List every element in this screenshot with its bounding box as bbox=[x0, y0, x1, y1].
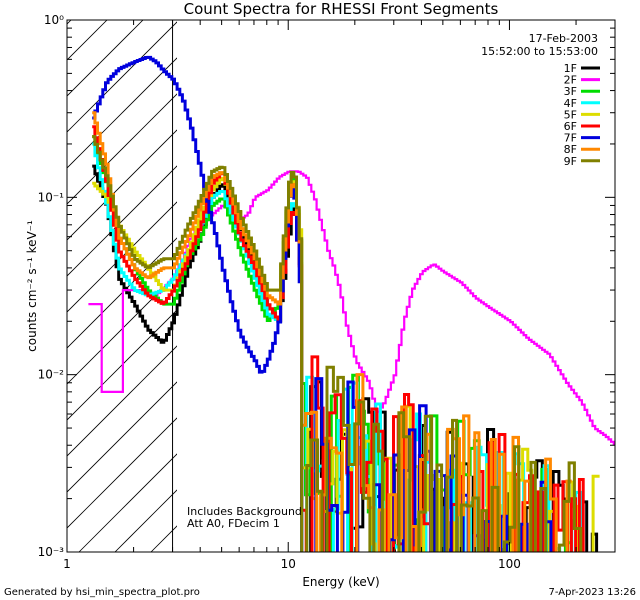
legend-label-9f: 9F bbox=[564, 155, 577, 168]
legend-label-7f: 7F bbox=[564, 132, 577, 145]
note-line-1: Includes Background bbox=[187, 505, 302, 518]
hatch-line bbox=[67, 165, 177, 277]
y-tick-label: 10⁻¹ bbox=[38, 190, 65, 204]
hatch-line bbox=[67, 129, 177, 241]
y-tick-label: 10⁰ bbox=[44, 13, 64, 27]
legend-label-6f: 6F bbox=[564, 120, 577, 133]
footer-date: 7-Apr-2023 13:26 bbox=[549, 587, 636, 598]
y-tick-label: 10⁻³ bbox=[38, 545, 65, 559]
hatch-line bbox=[583, 0, 640, 552]
hatch-line bbox=[67, 201, 177, 313]
date-label: 17-Feb-2003 bbox=[529, 32, 598, 45]
hatch-line bbox=[114, 489, 177, 552]
time-range-label: 15:52:00 to 15:53:00 bbox=[481, 45, 598, 58]
legend-label-5f: 5F bbox=[564, 108, 577, 121]
hatch-line bbox=[67, 21, 177, 133]
hatch-line bbox=[67, 417, 177, 529]
hatch-line bbox=[67, 237, 177, 349]
footer-generated: Generated by hsi_min_spectra_plot.pro bbox=[4, 587, 200, 598]
hatch-line bbox=[67, 20, 72, 25]
hatch-line bbox=[67, 381, 177, 493]
hatch-line bbox=[0, 0, 27, 552]
legend-label-4f: 4F bbox=[564, 97, 577, 110]
y-tick-label: 10⁻² bbox=[38, 368, 65, 382]
hatch-line bbox=[67, 20, 144, 97]
hatch-line bbox=[547, 0, 640, 552]
hatch-line bbox=[67, 57, 177, 169]
chart-title: Count Spectra for RHESSI Front Segments bbox=[184, 0, 499, 18]
hatch-line bbox=[619, 0, 640, 552]
series-line-6f bbox=[92, 125, 585, 552]
y-axis-label: counts cm⁻² s⁻¹ keV⁻¹ bbox=[25, 220, 39, 352]
x-tick-label: 1 bbox=[63, 557, 71, 571]
series-line-9f bbox=[92, 135, 583, 552]
legend-label-3f: 3F bbox=[564, 85, 577, 98]
x-tick-label: 10 bbox=[281, 557, 296, 571]
legend-label-8f: 8F bbox=[564, 143, 577, 156]
legend-label-2f: 2F bbox=[564, 74, 577, 87]
note-line-2: Att A0, FDecim 1 bbox=[187, 517, 280, 530]
legend-label-1f: 1F bbox=[564, 62, 577, 75]
plot-frame bbox=[66, 19, 616, 553]
axis-ticks: 1 10 100 10⁰ 10⁻¹ 10⁻² 10⁻³ bbox=[38, 13, 616, 571]
x-tick-label: 100 bbox=[498, 557, 521, 571]
x-axis-label: Energy (keV) bbox=[302, 575, 379, 589]
series-layer bbox=[88, 55, 615, 552]
